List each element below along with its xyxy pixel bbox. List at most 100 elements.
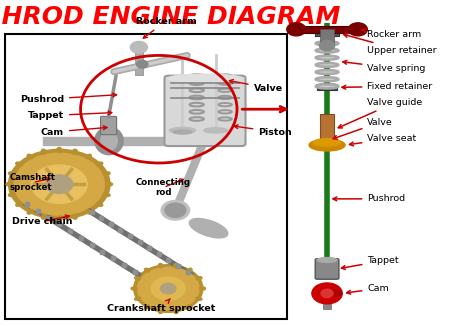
Ellipse shape: [103, 172, 110, 175]
Text: Upper retainer: Upper retainer: [344, 34, 437, 55]
Ellipse shape: [315, 29, 339, 32]
Ellipse shape: [204, 128, 228, 133]
Text: Rocker arm: Rocker arm: [136, 17, 196, 38]
Bar: [320, 29, 334, 46]
Circle shape: [161, 283, 176, 294]
Bar: [315, 31, 339, 36]
Ellipse shape: [131, 287, 137, 290]
Ellipse shape: [95, 127, 123, 155]
Text: Piston: Piston: [234, 125, 292, 137]
Ellipse shape: [317, 84, 337, 86]
Text: Pushrod: Pushrod: [333, 194, 405, 203]
Ellipse shape: [173, 130, 192, 134]
Ellipse shape: [41, 215, 46, 219]
FancyBboxPatch shape: [164, 76, 246, 146]
Ellipse shape: [196, 277, 202, 280]
Ellipse shape: [316, 49, 338, 52]
Ellipse shape: [170, 127, 195, 133]
Ellipse shape: [135, 277, 140, 280]
Circle shape: [287, 23, 306, 36]
Circle shape: [319, 40, 335, 51]
Ellipse shape: [199, 287, 205, 290]
Circle shape: [165, 203, 186, 217]
Text: PUSHROD ENGINE DIAGRAM: PUSHROD ENGINE DIAGRAM: [0, 5, 340, 29]
Bar: [323, 303, 331, 309]
Ellipse shape: [173, 263, 178, 268]
Text: Cam: Cam: [41, 126, 107, 137]
Text: Valve guide: Valve guide: [338, 98, 423, 128]
Bar: [296, 26, 358, 33]
Circle shape: [31, 165, 87, 203]
Ellipse shape: [57, 216, 62, 221]
Ellipse shape: [173, 309, 178, 314]
Ellipse shape: [316, 84, 338, 88]
Ellipse shape: [316, 56, 338, 60]
Ellipse shape: [96, 202, 103, 206]
Ellipse shape: [86, 210, 91, 214]
Ellipse shape: [187, 268, 192, 272]
Circle shape: [151, 277, 185, 300]
Circle shape: [46, 175, 73, 193]
Ellipse shape: [16, 202, 22, 206]
Ellipse shape: [316, 63, 338, 67]
Ellipse shape: [41, 149, 46, 154]
Ellipse shape: [158, 309, 163, 314]
Ellipse shape: [145, 268, 149, 272]
Circle shape: [137, 267, 199, 310]
Circle shape: [137, 60, 148, 68]
Ellipse shape: [105, 183, 112, 186]
Ellipse shape: [158, 263, 163, 268]
Bar: [320, 114, 334, 145]
Ellipse shape: [100, 131, 118, 151]
Ellipse shape: [309, 139, 345, 151]
Circle shape: [161, 200, 190, 220]
Ellipse shape: [9, 172, 15, 175]
Ellipse shape: [187, 305, 192, 309]
Ellipse shape: [328, 290, 341, 297]
Ellipse shape: [96, 162, 103, 166]
Ellipse shape: [196, 297, 202, 300]
Circle shape: [14, 153, 104, 215]
Ellipse shape: [316, 41, 338, 45]
Ellipse shape: [57, 147, 62, 152]
Circle shape: [9, 149, 110, 219]
Bar: [43, 137, 175, 145]
Text: Cam: Cam: [346, 284, 389, 294]
Ellipse shape: [313, 139, 340, 146]
Text: Pushrod: Pushrod: [20, 93, 117, 104]
Circle shape: [321, 289, 333, 298]
Text: Fixed retainer: Fixed retainer: [342, 82, 433, 91]
Text: Rocker arm: Rocker arm: [362, 29, 421, 39]
Circle shape: [312, 283, 342, 304]
Ellipse shape: [72, 149, 77, 154]
Ellipse shape: [16, 162, 22, 166]
Ellipse shape: [72, 215, 77, 219]
Ellipse shape: [86, 154, 91, 159]
Ellipse shape: [27, 210, 33, 214]
FancyBboxPatch shape: [315, 259, 339, 279]
Text: Camshaft
sprocket: Camshaft sprocket: [9, 173, 55, 192]
Ellipse shape: [168, 74, 242, 82]
Ellipse shape: [316, 70, 338, 74]
Circle shape: [134, 265, 203, 312]
Ellipse shape: [316, 77, 338, 81]
Ellipse shape: [317, 258, 337, 262]
Text: Valve: Valve: [333, 118, 393, 139]
Ellipse shape: [103, 193, 110, 197]
Ellipse shape: [9, 193, 15, 197]
Text: Connecting
rod: Connecting rod: [136, 178, 191, 197]
Ellipse shape: [189, 218, 228, 238]
Text: Valve: Valve: [229, 80, 283, 93]
Text: Drive chain: Drive chain: [12, 215, 73, 226]
Bar: [317, 85, 337, 90]
Circle shape: [130, 41, 147, 53]
Ellipse shape: [145, 305, 149, 309]
Text: Tappet: Tappet: [28, 111, 112, 120]
Text: Valve spring: Valve spring: [343, 60, 426, 73]
Text: Crankshaft sprocket: Crankshaft sprocket: [107, 299, 215, 313]
Bar: [135, 49, 143, 75]
Bar: [5, 34, 287, 319]
Ellipse shape: [27, 154, 33, 159]
Text: Tappet: Tappet: [341, 256, 399, 269]
Text: Valve seat: Valve seat: [349, 134, 417, 146]
